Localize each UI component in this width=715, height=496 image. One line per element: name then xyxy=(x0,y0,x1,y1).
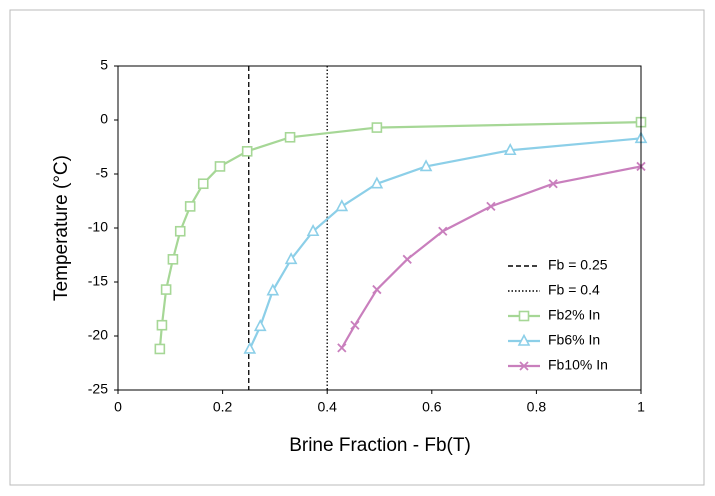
x-tick-label: 0.4 xyxy=(317,399,337,415)
legend-label: Fb = 0.25 xyxy=(548,257,608,273)
marker xyxy=(253,319,267,332)
marker xyxy=(402,254,412,264)
y-tick-label: -25 xyxy=(88,381,108,397)
marker xyxy=(518,310,530,322)
marker xyxy=(486,201,496,212)
marker xyxy=(503,143,517,156)
legend-label: Fb10% In xyxy=(548,357,608,373)
marker xyxy=(306,224,320,237)
marker xyxy=(284,131,296,143)
y-tick-label: -15 xyxy=(88,273,108,289)
marker xyxy=(167,254,179,265)
y-axis-label: Temperature (°C) xyxy=(51,155,72,301)
x-axis-label: Brine Fraction - Fb(T) xyxy=(289,435,471,456)
marker xyxy=(184,201,196,212)
x-tick-label: 0.2 xyxy=(213,399,233,415)
marker xyxy=(371,122,383,133)
marker xyxy=(266,283,280,296)
marker xyxy=(197,178,209,190)
y-tick-label: -10 xyxy=(88,219,108,235)
marker xyxy=(214,161,226,172)
marker xyxy=(419,159,433,172)
y-tick-label: 5 xyxy=(100,57,108,73)
marker xyxy=(243,341,257,354)
y-tick-label: -5 xyxy=(96,165,109,181)
legend-label: Fb6% In xyxy=(548,332,600,348)
marker xyxy=(350,320,360,330)
marker xyxy=(156,319,168,331)
x-tick-label: 1 xyxy=(637,399,645,415)
x-tick-label: 0 xyxy=(114,399,122,415)
marker xyxy=(548,179,558,189)
marker xyxy=(517,333,531,346)
plot-border xyxy=(117,65,642,391)
series-line xyxy=(158,121,642,350)
marker xyxy=(519,361,529,371)
legend-label: Fb = 0.4 xyxy=(548,282,600,298)
legend-label: Fb2% In xyxy=(548,307,600,323)
marker xyxy=(241,146,253,157)
x-tick-label: 0.8 xyxy=(527,399,547,415)
x-tick-label: 0.6 xyxy=(422,399,442,415)
marker xyxy=(370,176,384,189)
series-line xyxy=(340,165,642,349)
series-line xyxy=(248,137,642,350)
y-tick-label: 0 xyxy=(100,111,108,127)
marker xyxy=(438,226,448,236)
marker xyxy=(160,284,172,295)
marker xyxy=(372,284,382,295)
marker xyxy=(284,252,298,265)
frame xyxy=(9,9,705,486)
marker xyxy=(154,343,166,355)
marker xyxy=(335,199,349,212)
marker xyxy=(337,343,347,353)
marker xyxy=(174,225,186,237)
y-tick-label: -20 xyxy=(88,327,108,343)
